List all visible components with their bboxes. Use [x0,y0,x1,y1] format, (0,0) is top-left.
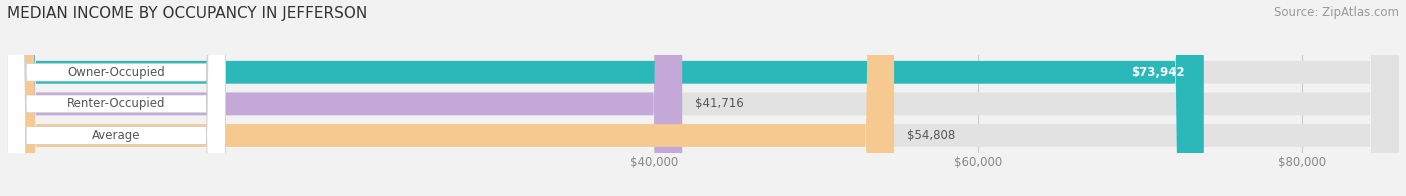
FancyBboxPatch shape [7,0,225,196]
Text: $41,716: $41,716 [695,97,744,110]
Text: Source: ZipAtlas.com: Source: ZipAtlas.com [1274,6,1399,19]
FancyBboxPatch shape [7,0,682,196]
FancyBboxPatch shape [7,0,1399,196]
FancyBboxPatch shape [7,0,894,196]
Text: $73,942: $73,942 [1130,66,1184,79]
Text: $54,808: $54,808 [907,129,955,142]
FancyBboxPatch shape [7,0,225,196]
FancyBboxPatch shape [7,0,1399,196]
FancyBboxPatch shape [7,0,1204,196]
Text: Owner-Occupied: Owner-Occupied [67,66,165,79]
Text: MEDIAN INCOME BY OCCUPANCY IN JEFFERSON: MEDIAN INCOME BY OCCUPANCY IN JEFFERSON [7,6,367,21]
FancyBboxPatch shape [7,0,225,196]
Text: Renter-Occupied: Renter-Occupied [67,97,166,110]
FancyBboxPatch shape [7,0,1399,196]
Text: Average: Average [91,129,141,142]
